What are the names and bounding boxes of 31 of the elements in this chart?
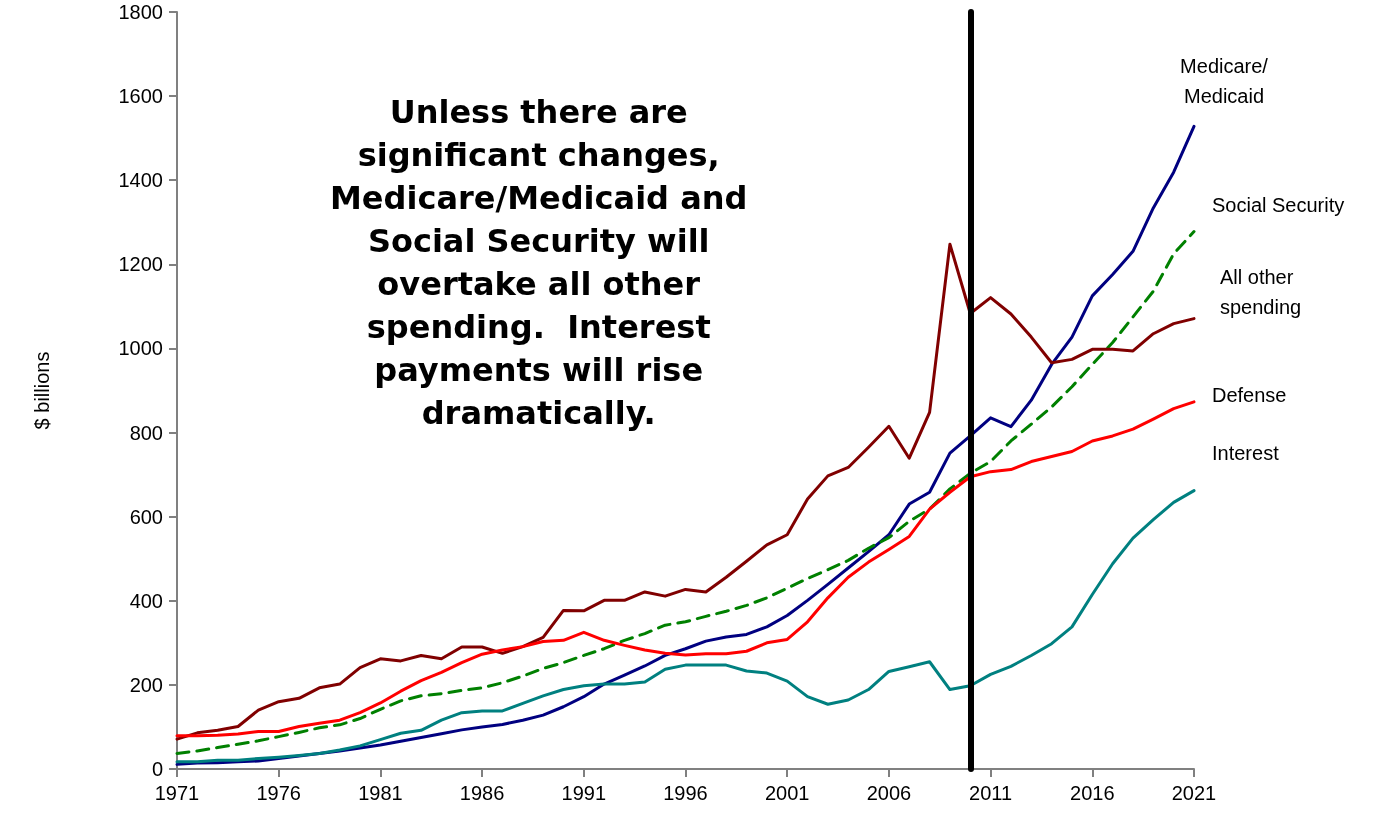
y-tick-label: 0 <box>151 758 163 780</box>
y-tick-label: 1600 <box>118 85 163 108</box>
x-tick-label: 1981 <box>358 782 403 804</box>
y-tick-label: 200 <box>129 673 163 696</box>
line-series <box>175 400 1196 738</box>
x-tick-label: 1991 <box>561 782 607 804</box>
x-tick-label: 2006 <box>866 782 912 804</box>
series-label: All other spending <box>1220 265 1302 318</box>
series-label: Interest <box>1212 441 1280 464</box>
annotation: Unless there are significant changes, Medicare/Medicaid and Social Security will overtake all other spending. Interest payments will rise dramatically. <box>330 92 748 432</box>
x-tick-label: 1996 <box>663 782 708 804</box>
y-tick-label: 1800 <box>118 1 163 23</box>
y-tick-label: 1000 <box>118 337 163 360</box>
x-tick-label: 2021 <box>1171 782 1217 804</box>
y-axis-title: $ billions <box>31 351 53 430</box>
series-label: Medicare/ Medicaid <box>1180 55 1269 108</box>
x-tick-label: 1986 <box>459 782 505 804</box>
y-tick-label: 400 <box>129 589 163 612</box>
series-label: Defense <box>1212 383 1287 406</box>
line-series <box>175 489 1196 764</box>
y-tick-label: 800 <box>129 421 163 444</box>
x-tick-label: 2011 <box>969 782 1013 804</box>
x-tick-label: 1971 <box>154 782 200 804</box>
y-tick-label: 1200 <box>118 253 163 276</box>
y-tick-label: 600 <box>129 505 163 528</box>
x-tick-label: 2001 <box>764 782 810 804</box>
series-label: Social Security <box>1212 193 1345 216</box>
line-series <box>175 124 1196 766</box>
y-tick-label: 1400 <box>118 169 163 192</box>
x-tick-label: 1976 <box>256 782 301 804</box>
x-tick-label: 2016 <box>1070 782 1115 804</box>
